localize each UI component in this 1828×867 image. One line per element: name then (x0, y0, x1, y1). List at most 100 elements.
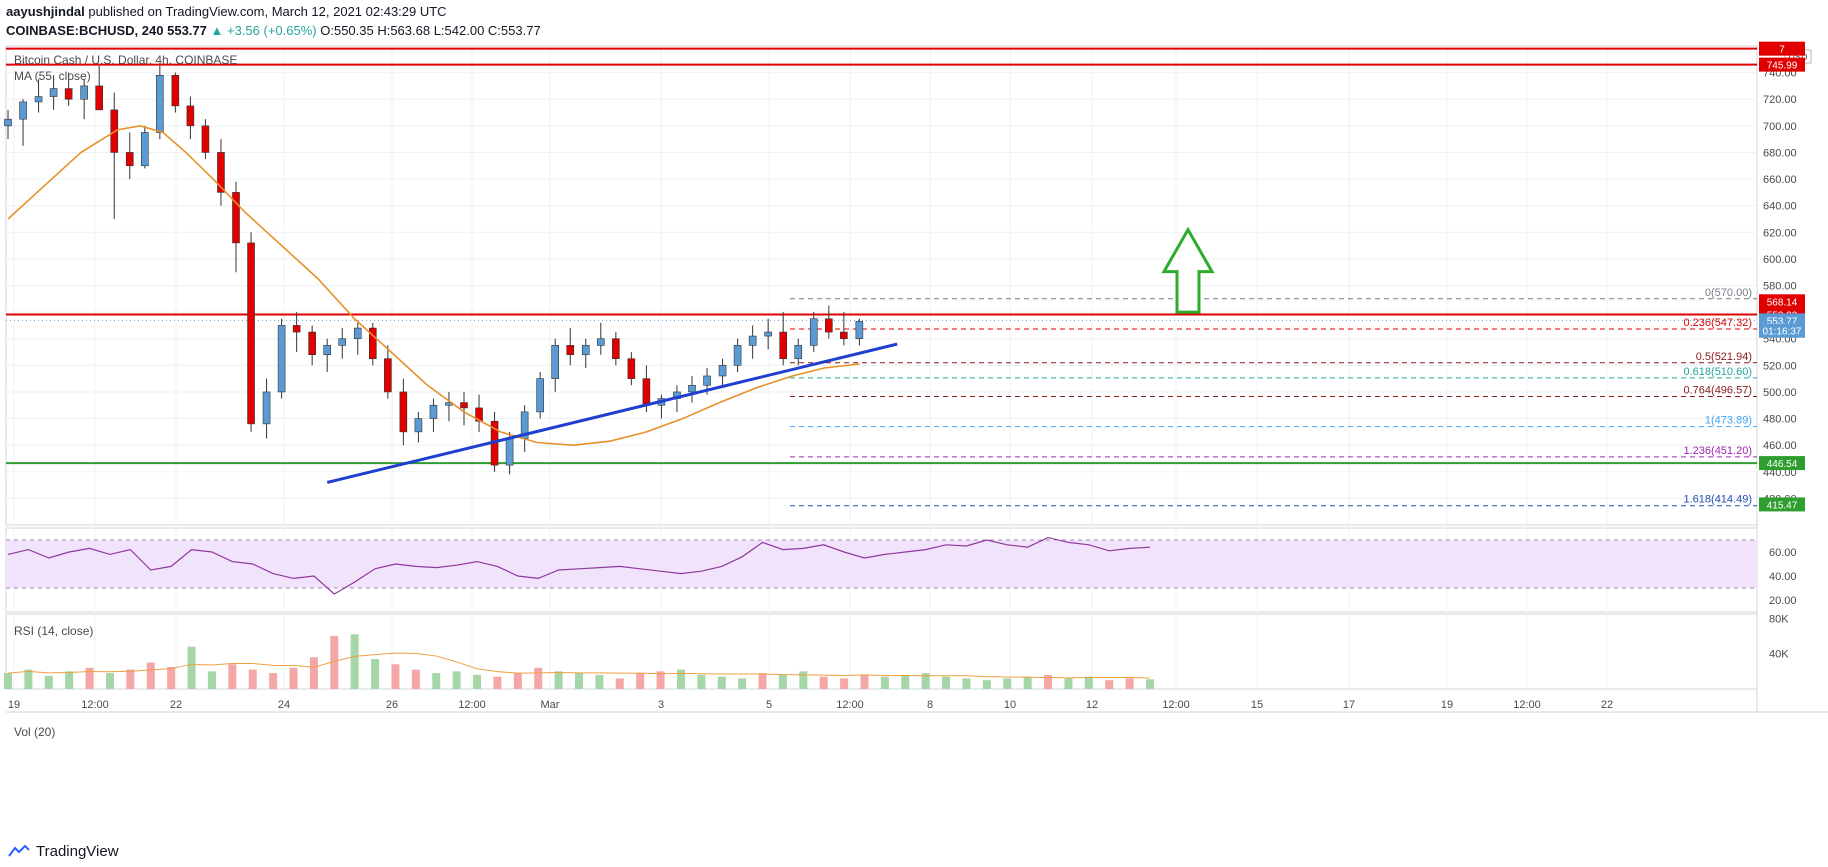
ohlc-line: COINBASE:BCHUSD, 240 553.77 ▲ +3.56 (+0.… (6, 21, 541, 40)
y-tick-label: 520.00 (1763, 360, 1797, 372)
candle-body (475, 407, 483, 422)
volume-bar (1084, 676, 1093, 689)
volume-bar (473, 674, 482, 689)
volume-bar (248, 669, 257, 689)
candle-body (688, 384, 696, 393)
x-tick-label: 12 (1086, 699, 1098, 711)
candle-body (566, 345, 575, 355)
indicator-label: MA (55, close) (14, 69, 91, 83)
horizontal-level-tag (1759, 456, 1805, 471)
volume-bar (289, 667, 298, 689)
candle-body (186, 105, 195, 127)
volume-label: Vol (20) (14, 725, 55, 739)
volume-bar (1023, 676, 1032, 689)
candle-body (323, 345, 332, 355)
x-tick-label: 15 (1251, 699, 1263, 711)
candle-body (399, 391, 408, 433)
x-tick-label: 19 (8, 699, 20, 711)
publish-info: published on TradingView.com, March 12, … (88, 4, 447, 19)
candle-body (460, 402, 468, 409)
volume-bar (1044, 674, 1053, 689)
candle-body (642, 378, 651, 406)
volume-bar (595, 674, 604, 689)
volume-bar (24, 669, 33, 689)
candle-body (156, 74, 164, 133)
volume-bar (105, 673, 114, 689)
candle-body (308, 331, 316, 355)
x-tick-label: 12:00 (458, 699, 486, 711)
bullish-arrow-icon (1161, 226, 1215, 314)
volume-bar (982, 680, 991, 689)
y-tick-label: 460.00 (1763, 440, 1797, 452)
x-tick-label: 8 (927, 699, 933, 711)
candle-body (141, 132, 149, 167)
candle-body (292, 325, 301, 333)
candle-body (703, 375, 711, 386)
candle-body (596, 338, 605, 346)
candle-body (217, 152, 225, 193)
volume-bar (554, 671, 563, 689)
x-tick-label: 3 (658, 699, 664, 711)
y-tick-label: 600.00 (1763, 254, 1797, 266)
x-tick-label: 22 (1601, 699, 1613, 711)
candle-body (794, 345, 803, 359)
currency-label: USD (1788, 52, 1808, 62)
candle-body (855, 321, 864, 340)
volume-bar (452, 671, 461, 689)
volume-bar (636, 673, 645, 689)
author-name[interactable]: aayushjindal (6, 4, 85, 19)
y-tick-label: 480.00 (1763, 414, 1797, 426)
volume-bar (840, 678, 849, 689)
x-tick-label: 12:00 (1162, 699, 1190, 711)
x-tick-label: 12:00 (81, 699, 109, 711)
volume-bar (697, 674, 706, 689)
symbol-label: COINBASE:BCHUSD, 240 (6, 23, 164, 38)
horizontal-level-tag (1759, 57, 1805, 72)
candle-body (125, 152, 134, 167)
y-tick-label: 660.00 (1763, 174, 1797, 186)
y-tick-label: 640.00 (1763, 201, 1797, 213)
fib-level-label: 1.618(414.49) (1684, 494, 1753, 506)
tradingview-footer[interactable]: TradingView (8, 840, 119, 862)
fib-level-label: 0.764(496.57) (1684, 385, 1753, 397)
volume-bar (534, 667, 543, 689)
x-tick-label: 12:00 (1513, 699, 1541, 711)
candle-body (353, 327, 362, 340)
candle-body (764, 331, 772, 337)
candle-body (384, 358, 392, 393)
moving-average-line (7, 125, 860, 446)
volume-bar (901, 674, 910, 689)
volume-bar (860, 674, 869, 689)
candle-body (840, 331, 848, 340)
chart-header: aayushjindal published on TradingView.co… (6, 2, 541, 42)
x-tick-label: 22 (170, 699, 182, 711)
x-tick-label: 19 (1441, 699, 1453, 711)
last-price: 553.77 (167, 23, 207, 38)
fib-level-label: 0.5(521.94) (1696, 351, 1752, 363)
candle-body (748, 335, 757, 346)
volume-bar (880, 676, 889, 689)
x-tick-label: 10 (1004, 699, 1016, 711)
volume-bar (411, 669, 420, 689)
candle-body (733, 345, 742, 366)
candle-body (171, 74, 180, 107)
y-tick-label: 580.00 (1763, 281, 1797, 293)
candle-body (232, 192, 240, 244)
volume-bar (921, 673, 930, 689)
volume-bar (676, 669, 685, 689)
price-tag-label: 568.14 (1767, 297, 1798, 308)
rsi-tick-label: 20.00 (1769, 595, 1797, 607)
candle-body (19, 101, 27, 120)
y-tick-label: 680.00 (1763, 147, 1797, 159)
candle-body (718, 365, 727, 377)
y-tick-label: 700.00 (1763, 121, 1797, 133)
volume-bar (44, 675, 53, 689)
candle-body (49, 88, 58, 97)
price-tag (1759, 323, 1805, 338)
candle-body (95, 85, 103, 111)
volume-bar (371, 659, 380, 689)
volume-bar (207, 671, 216, 689)
fib-level-label: 1(473.89) (1705, 415, 1752, 427)
volume-bar (799, 671, 808, 689)
